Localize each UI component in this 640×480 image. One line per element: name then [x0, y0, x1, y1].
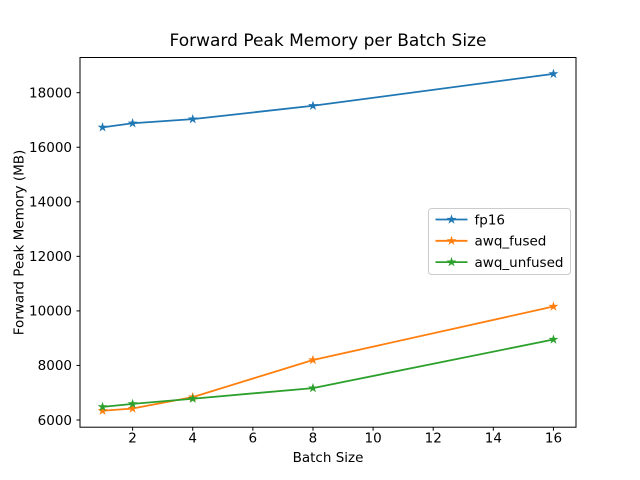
- y-tick-label: 14000: [29, 195, 72, 211]
- x-tick-label: 10: [364, 431, 381, 447]
- series-line-awq_unfused: [102, 338, 554, 408]
- chart-title: Forward Peak Memory per Batch Size: [169, 31, 487, 51]
- data-point-awq_fused: [548, 301, 559, 311]
- x-tick-label: 2: [128, 431, 137, 447]
- y-tick-label: 8000: [38, 358, 72, 374]
- data-point-awq_unfused: [187, 393, 198, 403]
- legend-marker-fp16: [446, 214, 457, 224]
- data-point-awq_fused: [127, 403, 138, 413]
- data-point-awq_unfused: [548, 334, 559, 344]
- data-point-awq_unfused: [308, 382, 318, 393]
- x-tick-label: 4: [188, 431, 197, 447]
- legend-marker-awq_fused: [446, 235, 457, 246]
- data-point-awq_unfused: [97, 401, 108, 412]
- data-point-fp16: [127, 118, 138, 128]
- legend-label-awq_fused: awq_fused: [475, 234, 547, 250]
- x-tick-label: 16: [545, 431, 562, 447]
- data-point-fp16: [187, 113, 198, 124]
- x-tick-label: 12: [425, 431, 442, 447]
- y-tick-label: 18000: [29, 85, 72, 101]
- legend-box: [428, 208, 571, 275]
- legend-marker-awq_unfused: [446, 256, 457, 267]
- legend-label-awq_unfused: awq_unfused: [475, 255, 564, 271]
- x-tick-label: 14: [485, 431, 502, 447]
- x-axis-label: Batch Size: [292, 450, 364, 466]
- data-point-fp16: [548, 68, 559, 79]
- y-tick-label: 12000: [29, 249, 72, 265]
- y-tick-label: 16000: [29, 140, 72, 156]
- series-line-fp16: [102, 72, 554, 129]
- axes-spines: [79, 57, 577, 428]
- x-tick-label: 8: [309, 431, 318, 447]
- data-point-awq_unfused: [127, 398, 138, 409]
- data-point-awq_fused: [308, 354, 318, 365]
- data-point-awq_fused: [97, 405, 108, 415]
- x-tick-label: 6: [249, 431, 258, 447]
- legend-label-fp16: fp16: [475, 212, 506, 228]
- y-tick-label: 10000: [29, 304, 72, 320]
- data-point-fp16: [308, 100, 318, 110]
- data-point-fp16: [97, 122, 108, 132]
- series-line-awq_fused: [102, 305, 554, 412]
- y-tick-label: 6000: [38, 413, 72, 429]
